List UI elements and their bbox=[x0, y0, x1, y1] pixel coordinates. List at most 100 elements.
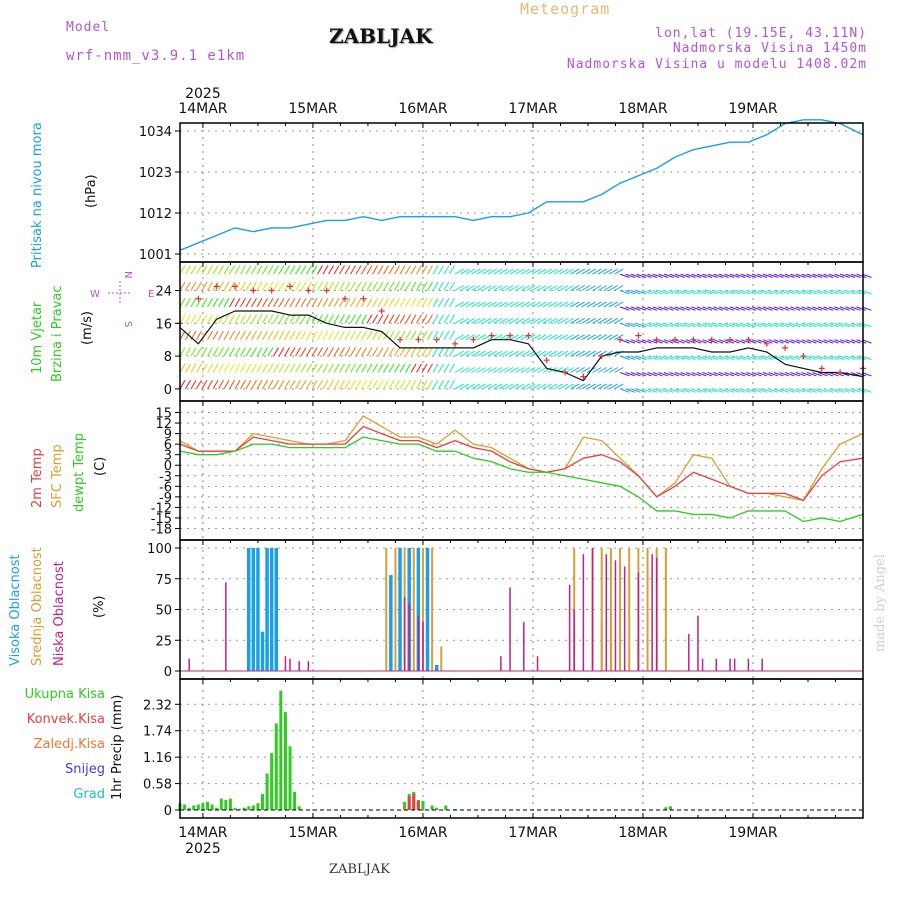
wind-barb bbox=[740, 372, 751, 377]
wind-barb bbox=[553, 383, 563, 390]
y-tick-label-temp: -18 bbox=[151, 522, 172, 537]
wind-barb bbox=[421, 347, 428, 357]
wind-barb bbox=[267, 379, 274, 390]
wind-barb bbox=[460, 367, 470, 373]
wind-barb bbox=[592, 367, 602, 373]
wind-barb bbox=[476, 268, 486, 275]
wind-barb bbox=[234, 363, 241, 373]
wind-barb bbox=[806, 306, 817, 311]
wind-barb bbox=[498, 301, 508, 308]
wind-barb bbox=[856, 306, 867, 311]
wind-barb bbox=[465, 268, 475, 275]
wind-barb bbox=[713, 290, 724, 295]
wind-barb bbox=[190, 363, 197, 373]
wind-barb bbox=[476, 350, 486, 357]
precip-bar-0 bbox=[219, 798, 223, 810]
wind-barb bbox=[251, 297, 257, 308]
wind-barb bbox=[526, 285, 536, 291]
wind-barb bbox=[185, 297, 191, 308]
wind-barb bbox=[372, 347, 378, 357]
wind-barb bbox=[498, 383, 508, 390]
wind-barb bbox=[592, 268, 602, 275]
wind-barb bbox=[845, 273, 856, 278]
wind-barb bbox=[608, 317, 618, 324]
wind-gust-mark bbox=[470, 336, 477, 343]
wind-barb bbox=[460, 350, 470, 357]
wind-barb bbox=[388, 265, 395, 275]
wind-barb bbox=[515, 285, 525, 291]
wind-barb bbox=[278, 379, 285, 390]
wind-barb bbox=[740, 388, 751, 393]
wind-barb bbox=[278, 347, 285, 357]
wind-barb bbox=[190, 379, 197, 390]
wind-barb bbox=[553, 301, 563, 308]
wind-barb bbox=[251, 379, 257, 390]
wind-barb bbox=[597, 317, 607, 324]
wind-barb bbox=[465, 301, 475, 308]
wind-barb bbox=[289, 314, 296, 324]
wind-barb bbox=[306, 363, 312, 373]
wind-barb bbox=[515, 383, 525, 390]
wind-barb bbox=[372, 363, 378, 373]
wind-barb bbox=[839, 273, 850, 278]
wind-barb bbox=[773, 273, 784, 278]
wind-barb bbox=[548, 301, 558, 308]
wind-barb bbox=[735, 355, 746, 360]
wind-barb bbox=[449, 379, 455, 390]
wind-barb bbox=[509, 350, 519, 357]
wind-barb bbox=[663, 322, 674, 328]
wind-barb bbox=[592, 285, 602, 291]
wind-barb bbox=[537, 268, 547, 275]
wind-barb bbox=[779, 322, 790, 328]
wind-barb bbox=[663, 290, 674, 295]
wind-barb bbox=[751, 273, 762, 278]
wind-barb bbox=[834, 273, 845, 278]
wind-barb bbox=[817, 290, 828, 295]
wind-barb bbox=[212, 347, 219, 357]
wind-barb bbox=[779, 290, 790, 295]
wind-barb bbox=[619, 290, 630, 295]
wind-barb bbox=[834, 306, 845, 311]
wind-barb bbox=[795, 290, 806, 295]
wind-barb bbox=[372, 265, 378, 275]
wind-barb bbox=[845, 290, 856, 295]
wind-barb bbox=[828, 388, 839, 393]
wind-barb bbox=[394, 363, 400, 373]
wind-barb bbox=[449, 265, 455, 275]
wind-barb bbox=[784, 355, 795, 360]
wind-barb bbox=[548, 268, 558, 275]
wind-barb bbox=[570, 334, 580, 341]
wind-barb bbox=[196, 347, 202, 357]
wind-barb bbox=[399, 347, 406, 357]
wind-barb bbox=[823, 322, 834, 328]
day-label-top: 17MAR bbox=[508, 101, 557, 117]
wind-barb bbox=[839, 355, 850, 360]
wind-barb bbox=[405, 314, 411, 324]
wind-barb bbox=[559, 285, 569, 291]
wind-barb bbox=[553, 350, 563, 357]
wind-barb bbox=[399, 281, 406, 291]
wind-barb bbox=[361, 265, 367, 275]
precip-bar-0 bbox=[435, 807, 439, 810]
day-label-bottom: 17MAR bbox=[508, 825, 557, 841]
wind-barb bbox=[234, 379, 241, 390]
compass-label: W bbox=[90, 289, 100, 300]
wind-barb bbox=[702, 322, 713, 328]
wind-barb bbox=[779, 388, 790, 393]
wind-barb bbox=[509, 301, 519, 308]
wind-barb bbox=[724, 306, 735, 311]
legend-convective-rain: Konvek.Kisa bbox=[26, 712, 105, 727]
wind-barb bbox=[383, 347, 389, 357]
wind-gust-mark bbox=[323, 287, 330, 294]
wind-barb bbox=[399, 379, 406, 390]
wind-barb bbox=[410, 281, 417, 291]
wind-barb bbox=[696, 290, 707, 295]
precip-bar-0 bbox=[664, 807, 668, 810]
wind-barb bbox=[630, 322, 641, 328]
year-label-top: 2025 bbox=[185, 86, 221, 102]
wind-barb bbox=[685, 322, 696, 328]
wind-barb bbox=[432, 297, 439, 308]
wind-barb bbox=[416, 281, 422, 291]
wind-barb bbox=[350, 265, 356, 275]
wind-barb bbox=[256, 281, 263, 291]
